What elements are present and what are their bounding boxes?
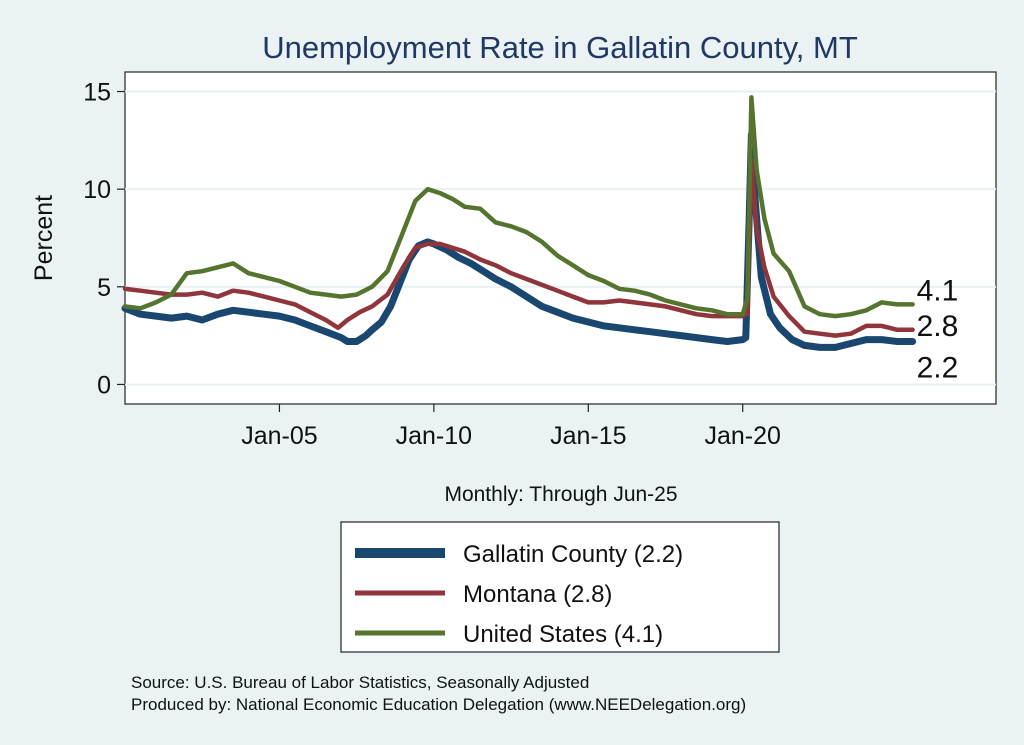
x-axis-ticks: Jan-05 Jan-10 Jan-15 Jan-20 [241, 404, 781, 450]
legend [340, 521, 780, 653]
producer-line: Produced by: National Economic Education… [131, 695, 746, 714]
y-axis-title: Percent [30, 195, 58, 281]
chart-title: Unemployment Rate in Gallatin County, MT [262, 30, 858, 65]
legend-label-gallatin: Gallatin County (2.2) [463, 541, 683, 568]
x-tick-label: Jan-05 [241, 422, 317, 450]
end-labels: 2.2 2.84.1 [917, 274, 959, 384]
gridlines [125, 90, 996, 386]
x-tick-label: Jan-10 [396, 422, 472, 450]
plot-area [124, 71, 997, 405]
x-tick-label: Jan-20 [705, 422, 781, 450]
source-line: Source: U.S. Bureau of Labor Statistics,… [131, 673, 589, 692]
x-axis-title: Monthly: Through Jun-25 [444, 483, 677, 506]
y-tick-label: 5 [97, 274, 111, 302]
legend-label-montana: Montana (2.8) [463, 581, 612, 608]
legend-entries: Gallatin County (2.2) Montana (2.8) United… [355, 541, 683, 648]
y-tick-label: 15 [83, 79, 111, 107]
end-label-us: 4.1 [917, 274, 959, 307]
y-tick-label: 10 [83, 176, 111, 204]
series-line-us [122, 95, 915, 319]
series-line-montana [122, 157, 915, 338]
x-tick-label: Jan-15 [550, 422, 626, 450]
end-label-gallatin: 2.2 [917, 352, 959, 385]
y-tick-label: 0 [97, 371, 111, 399]
series-lines [121, 95, 917, 351]
y-axis-ticks: 0 5 10 15 [83, 79, 125, 399]
series-line-gallatin [121, 131, 917, 351]
end-label-montana: 2.8 [917, 310, 959, 343]
legend-label-us: United States (4.1) [463, 621, 663, 648]
